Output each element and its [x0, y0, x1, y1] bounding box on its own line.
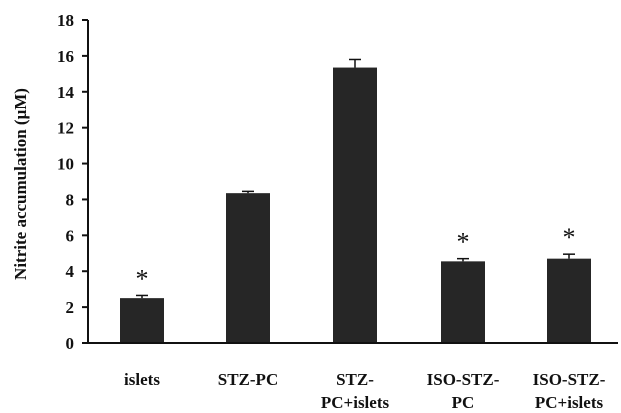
- category-label: PC+islets: [321, 393, 390, 412]
- category-label: islets: [124, 370, 160, 389]
- category-label: STZ-PC: [218, 370, 278, 389]
- y-tick-label: 18: [57, 11, 74, 30]
- y-tick-label: 14: [57, 83, 75, 102]
- category-label: STZ-: [336, 370, 374, 389]
- y-tick-label: 12: [57, 119, 74, 138]
- y-tick-label: 8: [66, 190, 75, 209]
- y-tick-label: 6: [66, 226, 75, 245]
- bar: [333, 67, 377, 343]
- bar: [441, 261, 485, 343]
- bar: [547, 258, 591, 343]
- y-axis-ticks: 0 2 4 6 8 10 12 14 16 18: [57, 11, 88, 353]
- category-label: PC+islets: [535, 393, 604, 412]
- y-axis-label: Nitrite accumulation (μM): [11, 88, 30, 280]
- bars: * * *: [120, 58, 591, 343]
- significance-marker: *: [136, 264, 149, 293]
- category-label: PC: [452, 393, 475, 412]
- category-label: ISO-STZ-: [533, 370, 606, 389]
- significance-marker: *: [457, 228, 470, 257]
- category-label: ISO-STZ-: [427, 370, 500, 389]
- bar: [120, 298, 164, 343]
- y-tick-label: 10: [57, 155, 74, 174]
- bar: [226, 193, 270, 343]
- category-labels: islets STZ-PC STZ- PC+islets ISO-STZ- PC ISO-S…: [124, 370, 606, 412]
- y-tick-label: 4: [66, 262, 75, 281]
- y-tick-label: 0: [66, 334, 75, 353]
- significance-marker: *: [563, 223, 576, 252]
- y-tick-label: 16: [57, 47, 74, 66]
- y-tick-label: 2: [66, 298, 75, 317]
